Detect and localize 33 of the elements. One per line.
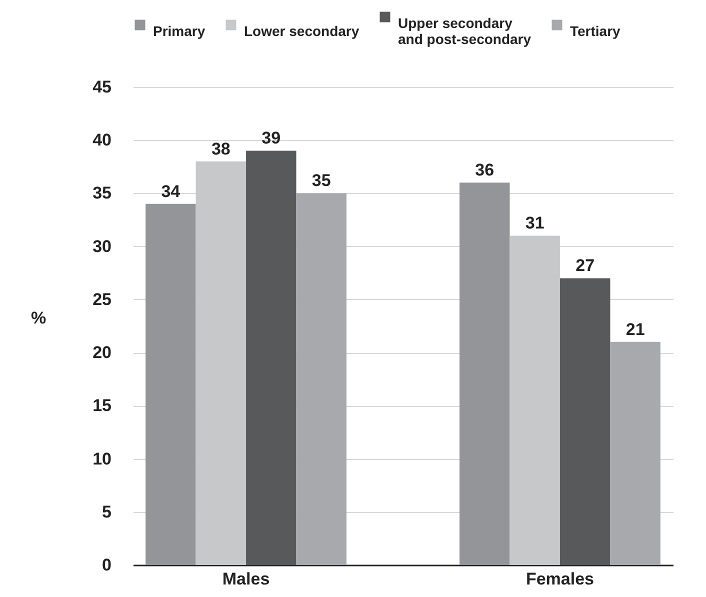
data-label: 27	[576, 256, 595, 276]
y-tick-label: 25	[92, 290, 112, 309]
bar	[510, 236, 560, 565]
data-label: 39	[262, 128, 281, 148]
y-tick-label: 30	[92, 236, 112, 256]
y-tick-label: 5	[102, 502, 112, 522]
x-tick-label: Males	[222, 570, 270, 588]
data-label: 34	[161, 182, 181, 201]
legend-label: Tertiary	[570, 23, 621, 39]
data-label: 35	[312, 171, 331, 190]
bar	[610, 342, 660, 565]
x-tick-label: Females	[526, 570, 594, 588]
bar	[460, 182, 510, 565]
bar	[296, 193, 346, 565]
y-tick-label: 40	[92, 130, 112, 150]
bar	[246, 150, 296, 565]
bar	[146, 204, 196, 565]
y-tick-label: 10	[92, 449, 112, 468]
bar	[196, 161, 246, 565]
bar	[560, 278, 610, 565]
legend-label: Lower secondary	[244, 23, 360, 39]
y-axis-title: %	[30, 308, 46, 328]
y-tick-label: 35	[92, 184, 112, 203]
data-label: 31	[525, 214, 544, 233]
legend-label: Upper secondary and post-secondary	[398, 15, 532, 47]
legend-label: Primary	[153, 23, 206, 39]
data-label: 21	[626, 320, 645, 339]
data-label: 38	[211, 139, 230, 158]
y-tick-label: 20	[92, 343, 112, 362]
y-tick-label: 15	[92, 396, 112, 416]
y-tick-label: 45	[92, 78, 112, 96]
y-tick-label: 0	[102, 556, 112, 574]
data-label: 36	[475, 160, 494, 180]
